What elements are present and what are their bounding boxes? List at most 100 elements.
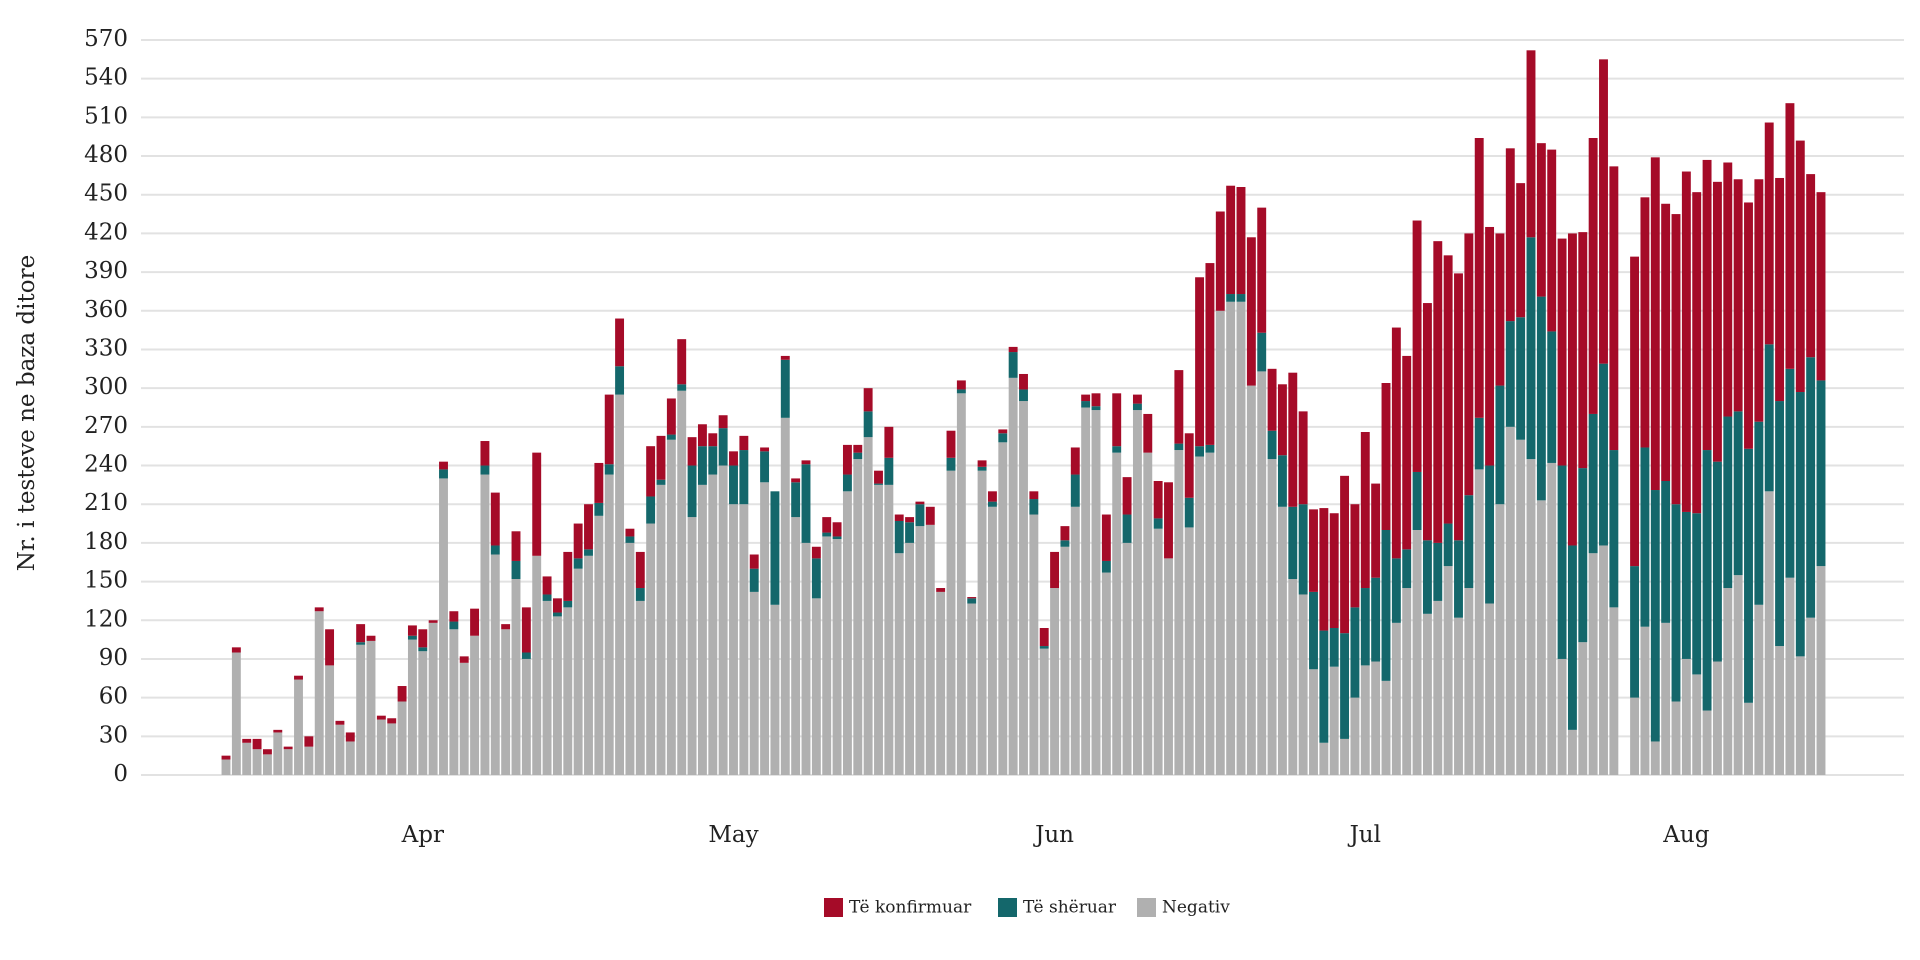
bar-segment	[532, 452, 542, 556]
bar-segment	[511, 560, 521, 579]
bar-segment	[1402, 588, 1412, 775]
bar-segment	[1599, 59, 1608, 364]
bar-segment	[563, 607, 573, 775]
bar-segment	[1764, 122, 1774, 345]
bar-segment	[1454, 617, 1463, 775]
bar-segment	[998, 429, 1008, 434]
bar-segment	[1599, 545, 1608, 775]
bar-segment	[666, 439, 676, 775]
bar-segment	[418, 629, 428, 648]
bar-segment	[1215, 211, 1225, 311]
bar-segment	[1371, 577, 1381, 662]
bar-segment	[1516, 183, 1526, 318]
bar-segment	[387, 723, 397, 775]
bar-segment	[1609, 166, 1619, 451]
bar-segment	[1464, 233, 1474, 496]
bar-segment	[1143, 452, 1153, 775]
bar-segment	[1081, 407, 1091, 775]
bar-segment	[884, 426, 894, 458]
bar-segment	[1712, 661, 1722, 775]
bar-segment	[1744, 202, 1753, 449]
bar-segment	[1785, 368, 1795, 578]
bar-segment	[1754, 179, 1764, 422]
bar-segment	[1174, 450, 1184, 775]
bar-segment	[594, 462, 604, 503]
y-axis-label: Nr. i testeve ne baza ditore	[14, 255, 40, 571]
bar-segment	[1122, 514, 1132, 543]
bar-segment	[1298, 504, 1308, 595]
bar-segment	[1143, 413, 1153, 453]
bar-segment	[1101, 560, 1111, 573]
bar-segment	[905, 522, 915, 543]
bar-segment	[1567, 233, 1577, 546]
bar-segment	[646, 523, 656, 775]
bar-segment	[1692, 674, 1702, 775]
bar-segment	[1019, 373, 1028, 390]
bar-segment	[376, 719, 386, 775]
bar-segment	[1640, 447, 1650, 627]
bar-segment	[1060, 540, 1070, 547]
bar-segment	[749, 554, 759, 569]
bar-segment	[635, 551, 645, 589]
bar-segment	[1795, 392, 1805, 657]
bar-segment	[552, 616, 562, 775]
bar-segment	[1712, 461, 1722, 662]
bar-segment	[925, 524, 935, 775]
bar-segment	[1733, 575, 1743, 775]
bar-segment	[874, 483, 883, 485]
bar-segment	[1422, 613, 1432, 775]
x-tick-label: May	[708, 822, 758, 848]
y-tick-label: 360	[84, 297, 128, 323]
bar-segment	[1246, 385, 1256, 775]
bar-segment	[252, 749, 262, 775]
bar-segment	[584, 555, 593, 775]
bar-segment	[1195, 456, 1205, 775]
bar-segment	[791, 478, 801, 483]
bar-segment	[262, 754, 272, 775]
bar-segment	[822, 517, 832, 533]
bar-segment	[1557, 465, 1567, 659]
bar-segment	[1112, 452, 1122, 775]
bar-segment	[1454, 273, 1463, 541]
bar-segment	[1775, 646, 1785, 775]
y-tick-label: 90	[99, 645, 128, 671]
bar-segment	[1661, 203, 1671, 481]
bar-segment	[1744, 448, 1753, 703]
bar-segment	[294, 675, 303, 680]
bar-segment	[1226, 294, 1236, 302]
bar-segment	[1588, 138, 1598, 414]
bar-segment	[1567, 545, 1577, 730]
bar-segment	[1495, 233, 1505, 386]
bar-segment	[1029, 514, 1039, 775]
bar-segment	[1505, 426, 1515, 775]
bar-segment	[1806, 174, 1816, 358]
bar-segment	[532, 555, 542, 775]
bar-segment	[1112, 393, 1122, 447]
bar-segment	[1060, 526, 1070, 541]
bar-segment	[521, 658, 531, 775]
y-tick-label: 240	[84, 452, 128, 478]
bar-segment	[501, 629, 511, 775]
bar-segment	[1236, 294, 1246, 302]
bar-segment	[1153, 518, 1163, 529]
y-tick-label: 210	[84, 490, 128, 516]
bar-segment	[1578, 642, 1588, 775]
bar-segment	[1692, 513, 1702, 675]
bar-segment	[1526, 237, 1536, 460]
bar-segment	[325, 665, 335, 775]
bar-segment	[604, 394, 614, 465]
bar-segment	[439, 478, 448, 775]
bar-segment	[1464, 495, 1474, 589]
bar-segment	[1816, 380, 1826, 567]
bar-segment	[1319, 508, 1329, 631]
bar-segment	[708, 474, 718, 775]
bar-segment	[987, 501, 997, 507]
bar-segment	[511, 531, 521, 561]
bar-segment	[1257, 371, 1267, 775]
bar-segment	[708, 433, 718, 447]
bar-segment	[1609, 450, 1619, 608]
bar-segment	[1599, 363, 1608, 546]
bar-segment	[780, 359, 790, 418]
bar-segment	[1101, 572, 1111, 775]
bar-segment	[925, 506, 935, 525]
